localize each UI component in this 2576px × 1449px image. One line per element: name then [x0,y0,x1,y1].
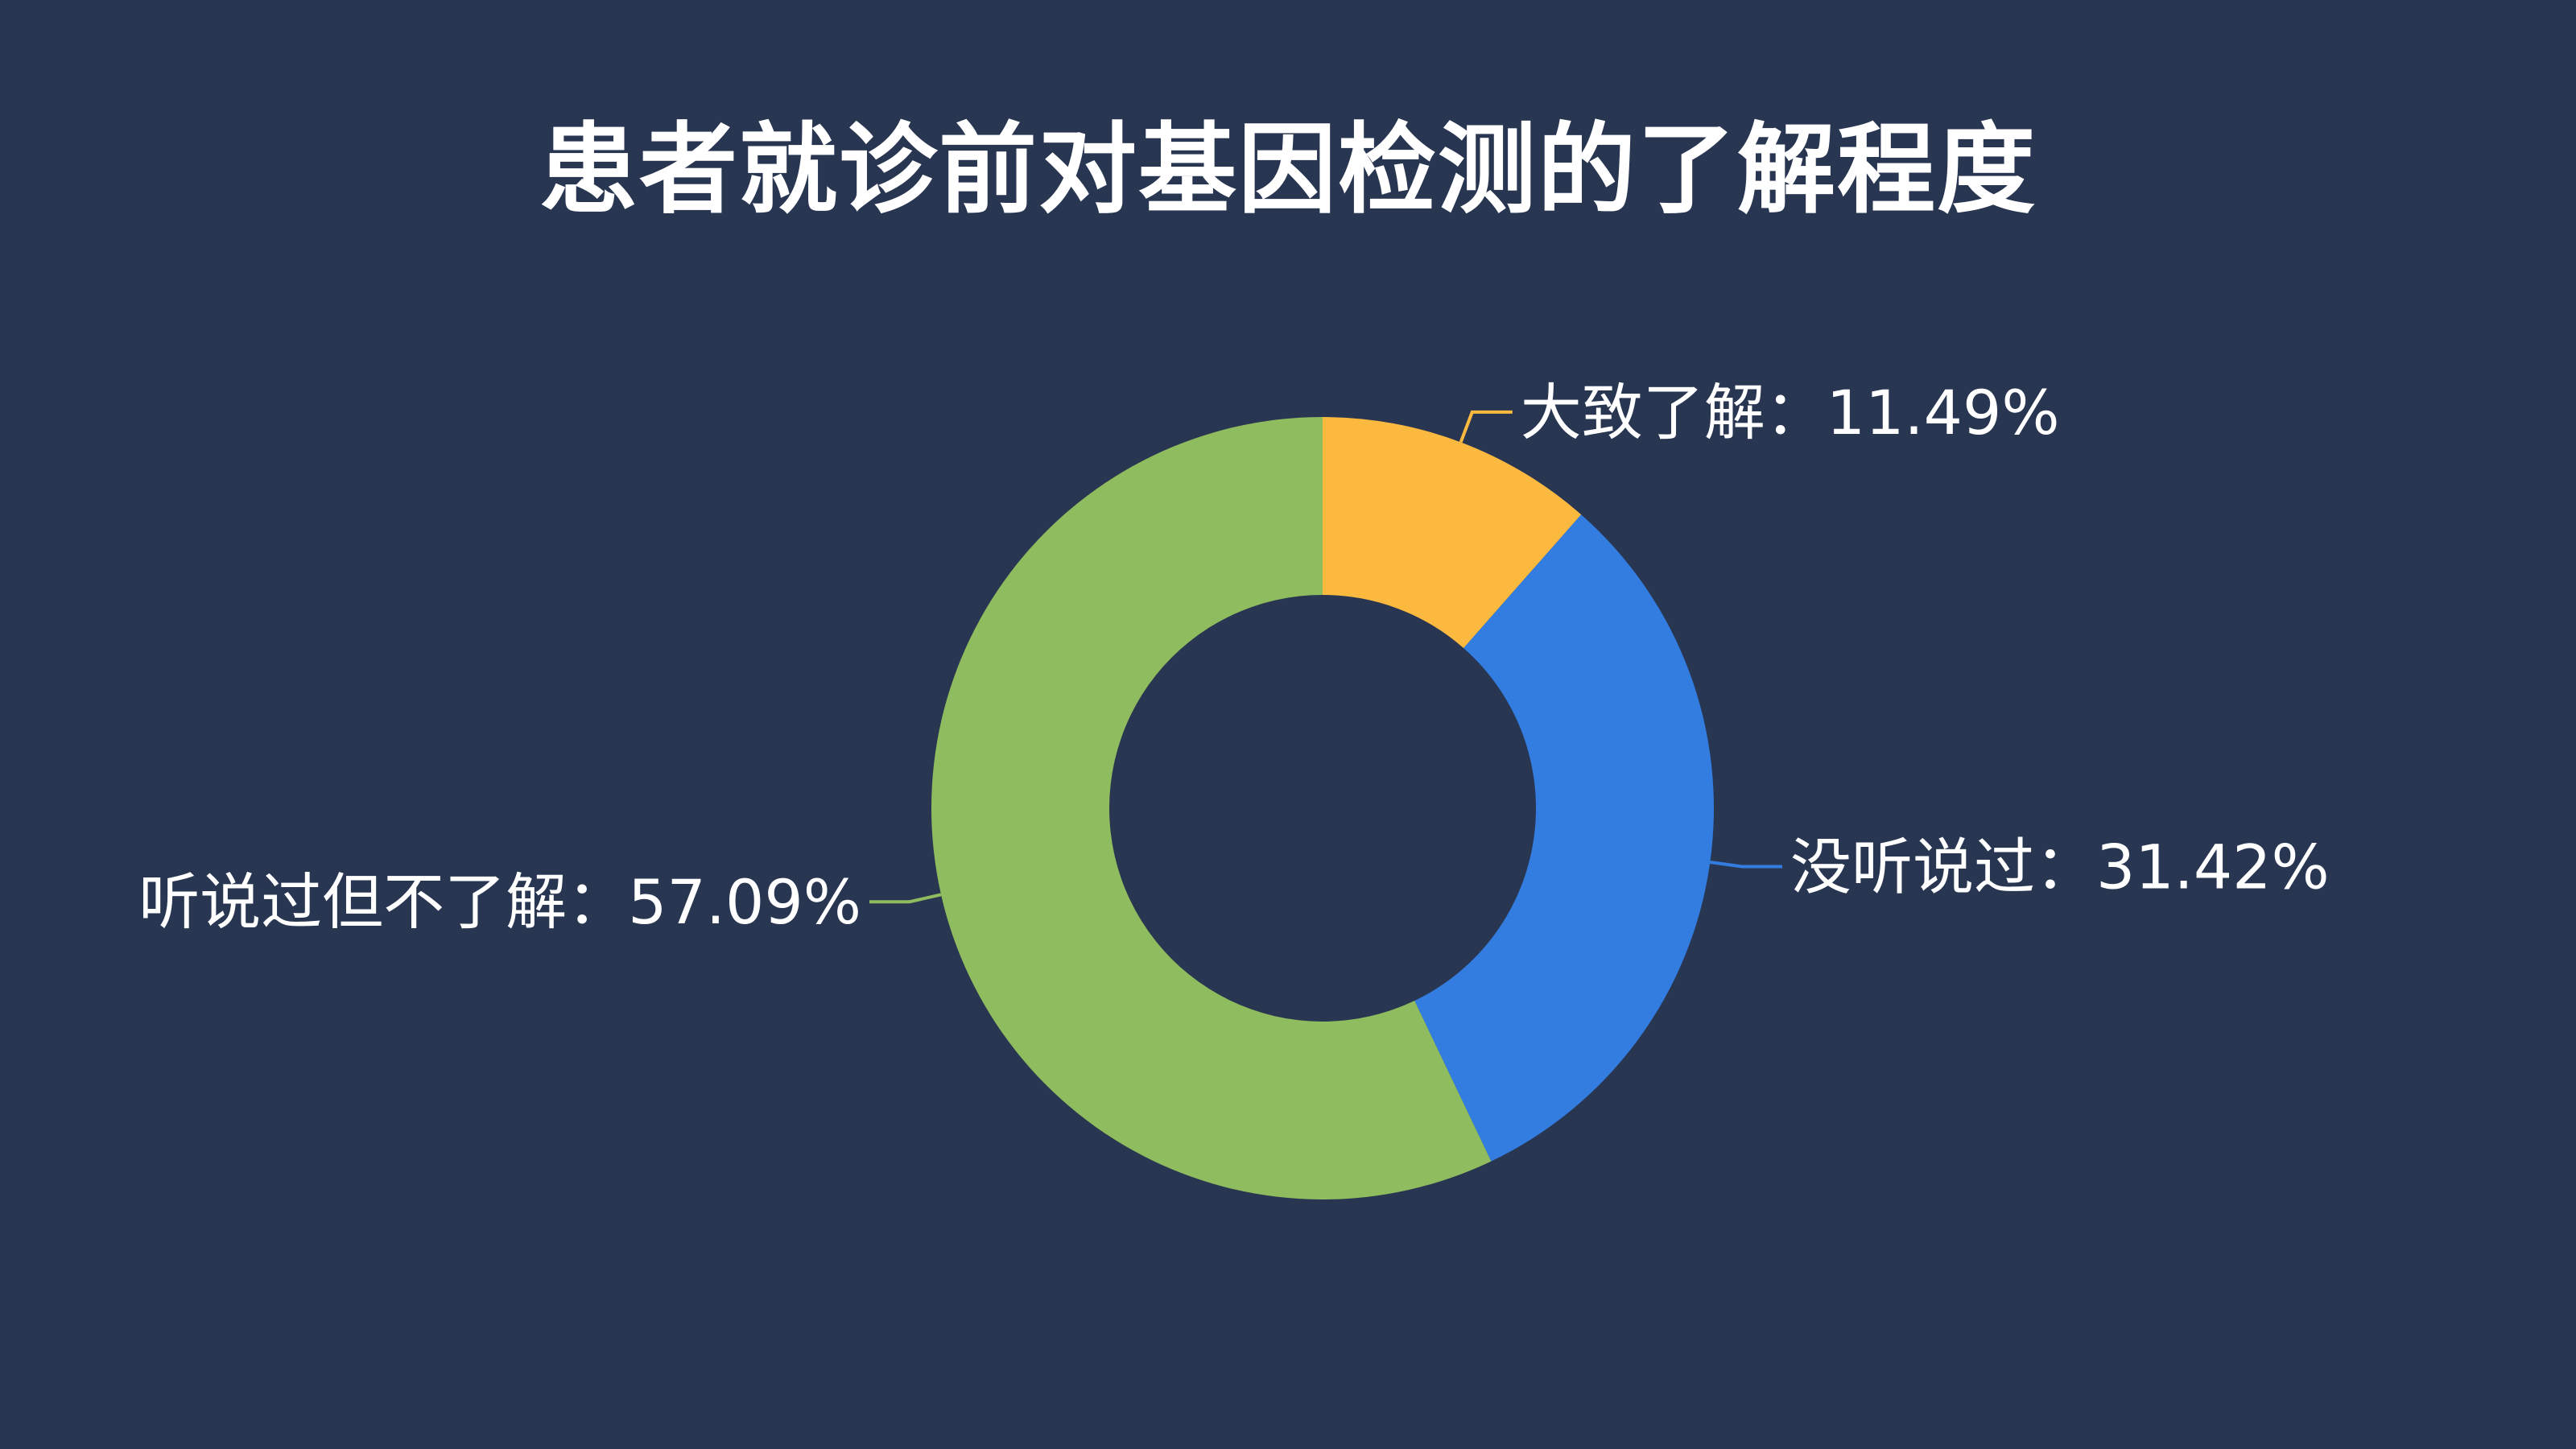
leader-line-3 [869,893,942,904]
data-label-2: 没听说过：31.42% [1790,831,2330,902]
slice-2 [1414,514,1714,1162]
data-label-1: 大致了解：11.49% [1521,377,2060,448]
data-label-3: 听说过但不了解：57.09% [138,866,861,938]
slice-1 [1323,417,1582,649]
leader-line-1 [1459,410,1513,444]
chart-title: 患者就诊前对基因检测的了解程度 [539,113,2037,227]
leader-line-2 [1710,860,1782,869]
slice-3 [931,417,1492,1199]
